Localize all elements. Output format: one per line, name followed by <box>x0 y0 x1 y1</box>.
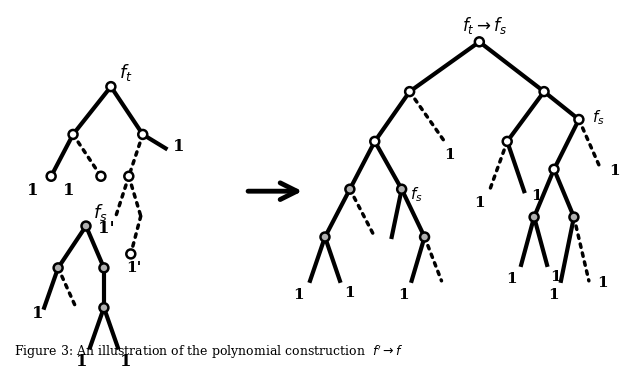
Circle shape <box>570 213 579 222</box>
Text: 1: 1 <box>76 353 88 370</box>
Text: 1: 1 <box>474 196 484 210</box>
Text: 1: 1 <box>609 164 620 178</box>
Circle shape <box>68 130 77 139</box>
Circle shape <box>371 137 380 146</box>
Circle shape <box>106 82 115 91</box>
Circle shape <box>575 115 584 124</box>
Circle shape <box>321 232 330 241</box>
Circle shape <box>54 263 63 272</box>
Circle shape <box>420 232 429 241</box>
Circle shape <box>503 137 512 146</box>
Text: 1: 1 <box>173 138 184 155</box>
Text: 1: 1 <box>344 286 355 300</box>
Text: 1: 1 <box>28 182 39 199</box>
Text: 1: 1 <box>292 288 303 302</box>
Text: 1: 1 <box>550 270 560 284</box>
Circle shape <box>475 37 484 46</box>
Text: $f_s$: $f_s$ <box>593 108 605 127</box>
Circle shape <box>138 130 147 139</box>
Text: 1: 1 <box>120 353 132 370</box>
Text: Figure 3: An illustration of the polynomial construction  $f' \rightarrow f$: Figure 3: An illustration of the polynom… <box>14 344 404 361</box>
Text: 1: 1 <box>33 305 44 322</box>
Circle shape <box>47 172 56 181</box>
Text: 1: 1 <box>63 182 75 199</box>
Text: $f_s$: $f_s$ <box>93 202 108 222</box>
Circle shape <box>530 213 539 222</box>
Circle shape <box>81 222 90 231</box>
Circle shape <box>99 263 108 272</box>
Text: $f_t$: $f_t$ <box>119 62 132 83</box>
Circle shape <box>99 303 108 312</box>
Circle shape <box>346 185 355 194</box>
Circle shape <box>405 87 414 96</box>
Circle shape <box>397 185 406 194</box>
Circle shape <box>550 165 559 174</box>
Text: 1: 1 <box>531 189 541 203</box>
Circle shape <box>126 250 135 259</box>
Circle shape <box>97 172 106 181</box>
Circle shape <box>540 87 548 96</box>
Text: 1: 1 <box>548 288 558 302</box>
Text: 1: 1 <box>398 288 409 302</box>
Text: 1': 1' <box>97 219 114 237</box>
Text: $f_t \rightarrow f_s$: $f_t \rightarrow f_s$ <box>462 15 507 36</box>
Text: 1: 1 <box>598 276 608 290</box>
Text: 1: 1 <box>444 148 455 162</box>
Circle shape <box>124 172 133 181</box>
Text: $f_s$: $f_s$ <box>410 185 423 203</box>
Text: 1: 1 <box>506 272 516 286</box>
Text: 1': 1' <box>126 261 141 275</box>
